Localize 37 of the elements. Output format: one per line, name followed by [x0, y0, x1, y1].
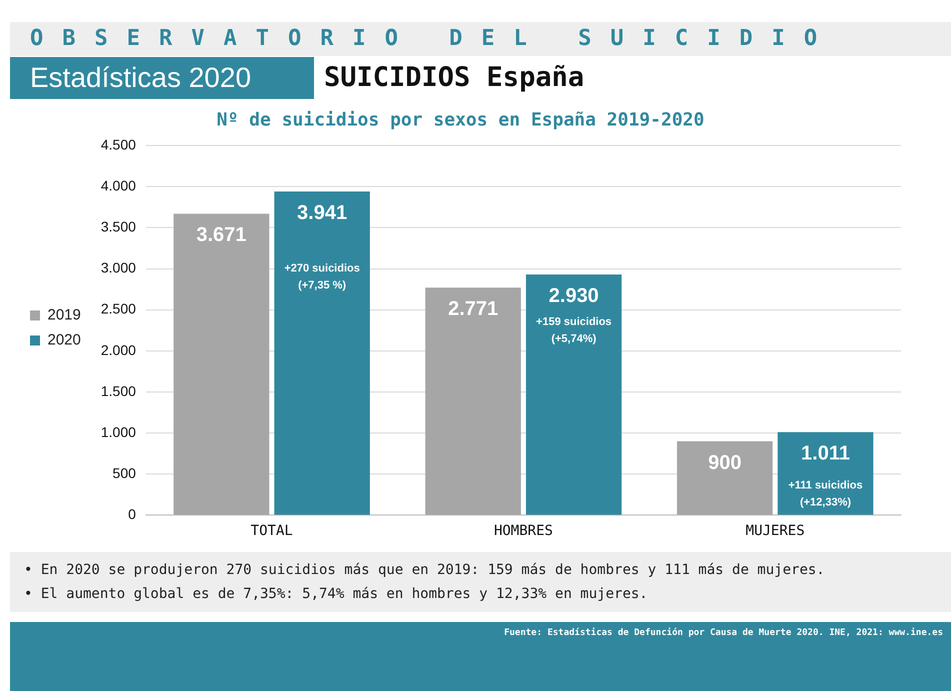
text: Estadísticas 2020 [10, 57, 314, 99]
y-tick-label: 4.000 [100, 178, 136, 194]
y-tick-label: 2.000 [100, 342, 136, 358]
bar [778, 432, 874, 515]
bar [676, 441, 773, 515]
legend-label: 2019 [48, 306, 81, 324]
y-tick-label: 2.500 [100, 300, 136, 317]
data-label: 2.771 [448, 298, 498, 320]
annotation: +270 suicidios (+7,35 %) [284, 262, 360, 292]
y-tick-label: 4.500 [100, 136, 136, 152]
bar [174, 214, 270, 515]
y-tick-label: 3.500 [100, 218, 136, 235]
data-label: 3.941 [297, 202, 348, 224]
data-label: 3.671 [196, 224, 246, 246]
bar [526, 274, 622, 515]
text: SUICIDIOS España [324, 61, 584, 95]
text: • En 2020 se produjeron 270 suicidios más que en 2019: 159 más de hombres y 111 más de mujeres. [24, 561, 826, 580]
bar [425, 288, 521, 515]
data-label: 2.930 [548, 285, 599, 308]
y-tick-label: 1.000 [100, 424, 136, 440]
source-note: Fuente: Estadísticas de Defunción por Causa de Muerte 2020. INE, 2021: www.ine.es [504, 628, 943, 638]
y-tick-label: 1.500 [100, 382, 136, 399]
data-label: 1.011 [801, 442, 850, 465]
x-tick-label: HOMBRES [494, 523, 553, 540]
chart-title: Nº de suicidios por sexos en España 2019-2020 [216, 109, 704, 130]
x-tick-label: MUJERES [746, 523, 805, 540]
annotation: +111 suicidios (+12,33%) [788, 479, 863, 508]
annotation: +159 suicidios (+5,74%) [536, 316, 612, 345]
x-tick-label: TOTAL [250, 523, 293, 540]
y-tick-label: 500 [112, 464, 136, 481]
y-tick-label: 3.000 [100, 260, 136, 276]
y-tick-label: 0 [128, 506, 136, 522]
bar [274, 192, 370, 515]
text: • El aumento global es de 7,35%: 5,74% más en hombres y 12,33% en mujeres. [24, 585, 649, 604]
data-label: 900 [708, 452, 742, 474]
text: OBSERVATORIO DEL SUICIDIO [10, 22, 951, 56]
legend-label: 2020 [48, 332, 81, 349]
